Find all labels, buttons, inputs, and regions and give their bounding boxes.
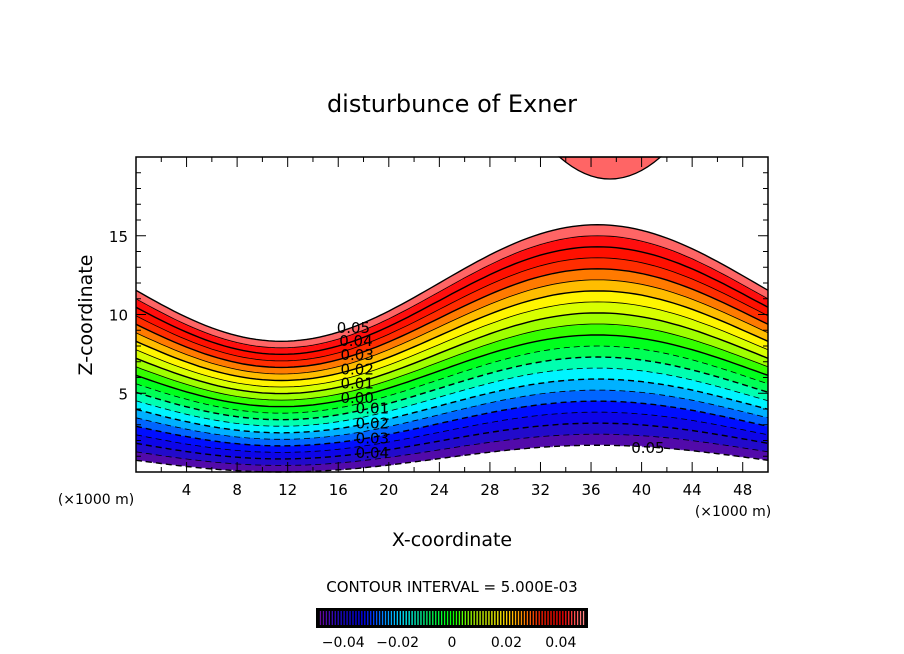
y-axis-label: Z-coordinate (75, 255, 97, 376)
colorbar: −0.04 −0.02 0 0.02 0.04 (316, 608, 588, 651)
colorbar-tick-label: 0.04 (545, 635, 576, 651)
contour-line (135, 334, 769, 408)
x-tick-label: 48 (733, 481, 752, 499)
x-tick-label: 4 (182, 481, 192, 499)
contour-line (135, 411, 769, 453)
contour-label: 0.05 (337, 319, 370, 337)
contour-labels: 0.050.040.030.020.010.000.010.020.030.04… (337, 319, 665, 462)
colorbar-frame (316, 608, 588, 628)
contour-label: 0.03 (356, 429, 389, 447)
y-tick-label: 15 (109, 228, 128, 246)
colorbar-tick-label: 0 (448, 635, 457, 651)
contour-label: 0.04 (339, 332, 372, 350)
contour-line (135, 223, 769, 343)
x-unit-label-left: (×1000 m) (58, 492, 134, 508)
colorbar-tick-label: −0.02 (376, 635, 419, 651)
contour-line (135, 257, 769, 362)
contour-line (135, 367, 769, 427)
chart-title: disturbunce of Exner (327, 90, 577, 118)
upper-blob-fill (557, 156, 663, 180)
contour-label: 0.01 (340, 375, 373, 393)
y-axis-ticks: 5 10 15 (109, 172, 768, 457)
y-tick-label: 5 (118, 385, 128, 403)
contour-line (135, 235, 769, 349)
x-tick-label: 40 (632, 481, 651, 499)
x-tick-label: 16 (329, 481, 348, 499)
contour-label: 0.04 (356, 444, 389, 462)
x-axis-label: X-coordinate (392, 529, 512, 551)
contour-line (135, 389, 769, 440)
x-tick-label: 12 (278, 481, 297, 499)
x-tick-label: 36 (581, 481, 600, 499)
contour-line (135, 268, 769, 369)
contour-label: 0.03 (340, 346, 373, 364)
contour-line (135, 301, 769, 388)
contour-line (135, 378, 769, 434)
x-tick-label: 28 (480, 481, 499, 499)
contour-line (135, 345, 769, 414)
contour-line (135, 279, 769, 375)
contour-label: 0.02 (340, 360, 373, 378)
x-tick-label: 20 (379, 481, 398, 499)
contour-line (135, 400, 769, 447)
contour-line (135, 433, 769, 466)
y-tick-label: 10 (109, 307, 128, 325)
colorbar-tick-label: 0.02 (491, 635, 522, 651)
contour-interval-text: CONTOUR INTERVAL = 5.000E-03 (326, 578, 577, 596)
contour-line (135, 323, 769, 401)
contour-line (135, 290, 769, 382)
x-unit-label-right: (×1000 m) (695, 504, 771, 520)
contour-line (135, 422, 769, 460)
contour-lines (135, 223, 769, 473)
upper-blob (557, 156, 663, 180)
contour-line (135, 312, 769, 395)
x-tick-label: 24 (430, 481, 449, 499)
colorbar-tick-label: −0.04 (322, 635, 365, 651)
contour-line (135, 444, 769, 473)
contour-line (135, 246, 769, 356)
contour-line (135, 356, 769, 421)
plot-frame (135, 156, 769, 473)
x-axis-ticks: 4 8 12 16 20 24 28 32 36 40 44 48 (160, 157, 752, 499)
contour-label: 0.05 (631, 439, 664, 457)
x-tick-label: 44 (683, 481, 702, 499)
contour-label: 0.00 (340, 389, 373, 407)
x-tick-label: 32 (531, 481, 550, 499)
contour-fill-field (136, 157, 768, 472)
x-tick-label: 8 (232, 481, 242, 499)
contour-label: 0.02 (356, 415, 389, 433)
contour-label: 0.01 (356, 400, 389, 418)
